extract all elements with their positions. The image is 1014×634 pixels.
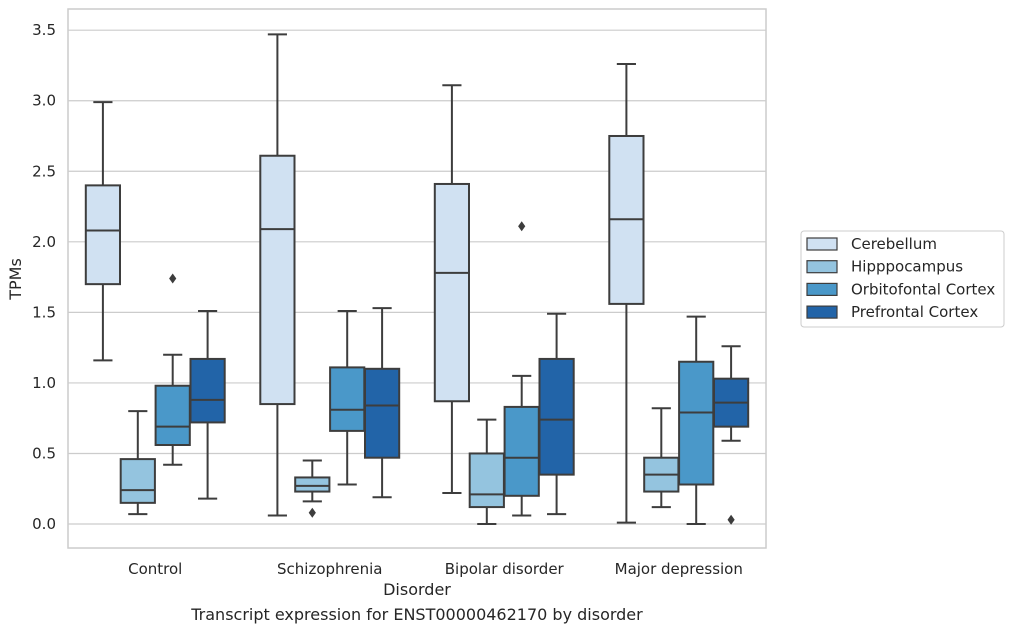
box [84,101,122,362]
legend-label: Cerebellum [851,235,937,253]
box [259,33,296,517]
y-tick-label: 1.0 [32,374,56,392]
box [189,309,226,500]
y-tick-label: 2.5 [32,162,56,180]
y-tick-label: 2.0 [32,233,56,251]
x-tick-label: Schizophrenia [277,560,382,578]
x-tick-label: Bipolar disorder [445,560,565,578]
series-cerebellum [84,33,645,524]
legend-label: Prefrontal Cortex [851,303,978,321]
box-iqr [294,476,331,493]
legend: Cerebellum Hipppocampus Orbitofontal Corte… [800,230,1005,328]
box-iqr [433,182,471,403]
box [678,315,715,526]
box [329,309,366,486]
box-iqr [503,405,540,497]
outlier-point [308,507,316,518]
box-iqr [363,367,401,459]
x-tick-labels: Control Schizophrenia Bipolar disorder Majo… [128,560,743,578]
y-tick-label: 3.5 [32,21,56,39]
box-iqr [259,154,296,406]
legend-swatch [806,282,838,296]
box [503,221,540,517]
box [538,312,575,516]
box-series [84,33,750,526]
y-axis-label: TPMs [6,258,25,301]
outlier-point [727,514,735,525]
box [154,273,191,466]
x-tick-label: Control [128,560,182,578]
y-tick-label: 3.0 [32,92,56,110]
y-tick-label: 0.5 [32,444,56,462]
box [468,418,505,526]
legend-swatch [806,260,838,274]
box-iqr [189,357,226,424]
box [363,307,401,499]
x-tick-label: Major depression [615,560,743,578]
figure-caption: Transcript expression for ENST0000046217… [191,605,643,624]
y-tick-labels: 0.0 0.5 1.0 1.5 2.0 2.5 3.0 3.5 [32,21,56,533]
box-iqr [154,384,191,446]
legend-swatch [806,237,838,251]
y-tick-label: 1.5 [32,303,56,321]
legend-swatch [806,305,838,319]
box [119,410,156,516]
series-prefrontal-cortex [189,307,750,525]
series-hipppocampus [119,407,680,526]
legend-label: Hipppocampus [851,258,963,276]
outlier-point [169,273,177,284]
box-iqr [329,366,366,432]
series-orbitofontal-cortex [154,221,715,526]
box-iqr [678,360,715,486]
y-tick-label: 0.0 [32,515,56,533]
box [712,345,750,525]
x-axis-label: Disorder [383,580,451,599]
outlier-point [518,221,526,232]
box-iqr [538,357,575,476]
legend-frame [800,230,1005,328]
legend-label: Orbitofontal Cortex [851,280,995,298]
plot-frame [67,8,767,549]
box [608,63,645,524]
y-gridlines [68,29,766,525]
box-iqr [119,458,156,504]
box [643,407,680,509]
box-iqr [468,452,505,509]
box [433,84,471,494]
box-iqr [84,184,122,286]
box [294,459,331,518]
